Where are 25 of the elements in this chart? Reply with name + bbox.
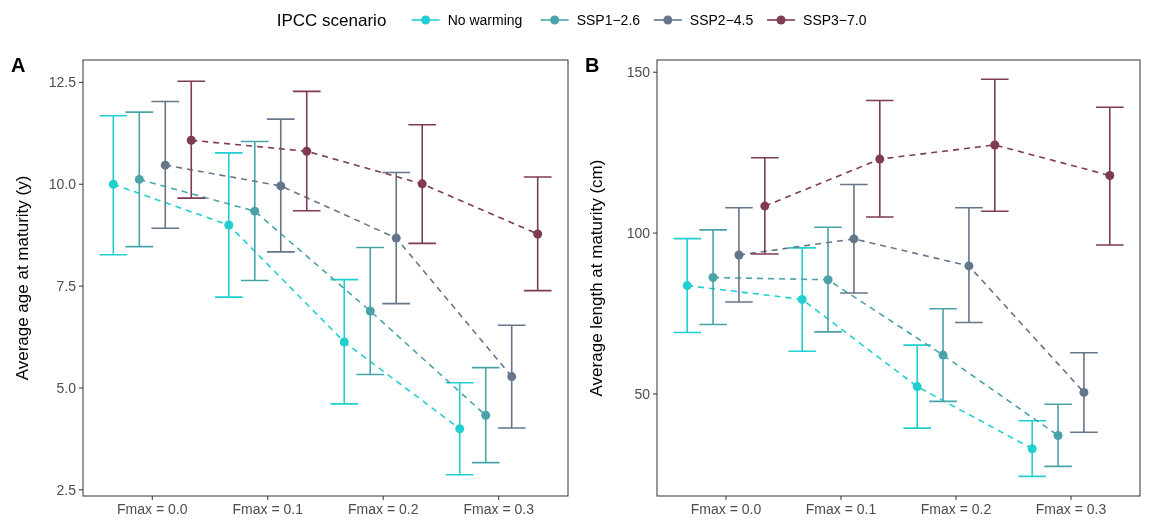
- legend-label: No warming: [447, 11, 523, 28]
- x-tick-label: Fmax = 0.2: [348, 501, 419, 517]
- x-tick-label: Fmax = 0.2: [920, 501, 992, 517]
- legend-label: SSP3−7.0: [803, 11, 867, 28]
- y-axis-title: Average length at maturity (cm): [587, 159, 606, 397]
- y-tick-label: 12.5: [48, 74, 77, 91]
- y-tick-label: 5.0: [56, 379, 77, 396]
- chart-title: A: [11, 54, 26, 76]
- legend-label: SSP1−2.6: [576, 11, 641, 28]
- legend-label: SSP2−4.5: [689, 11, 754, 28]
- x-tick-label: Fmax = 0.0: [117, 501, 188, 517]
- x-tick-label: Fmax = 0.3: [1035, 501, 1107, 517]
- y-tick-label: 150: [626, 64, 651, 81]
- y-tick-label: 50: [634, 385, 651, 402]
- x-tick-label: Fmax = 0.3: [463, 501, 535, 517]
- x-tick-label: Fmax = 0.1: [805, 501, 877, 517]
- y-tick-label: 7.5: [56, 278, 77, 295]
- y-axis-title: Average age at maturity (y): [13, 175, 32, 381]
- y-tick-label: 100: [626, 225, 651, 242]
- y-tick-label: 10.0: [48, 176, 77, 193]
- chart-title: B: [585, 54, 600, 76]
- x-tick-label: Fmax = 0.1: [232, 501, 304, 517]
- x-tick-label: Fmax = 0.0: [690, 501, 762, 517]
- legend-title: IPCC scenario: [276, 10, 387, 30]
- y-tick-label: 2.5: [56, 481, 77, 498]
